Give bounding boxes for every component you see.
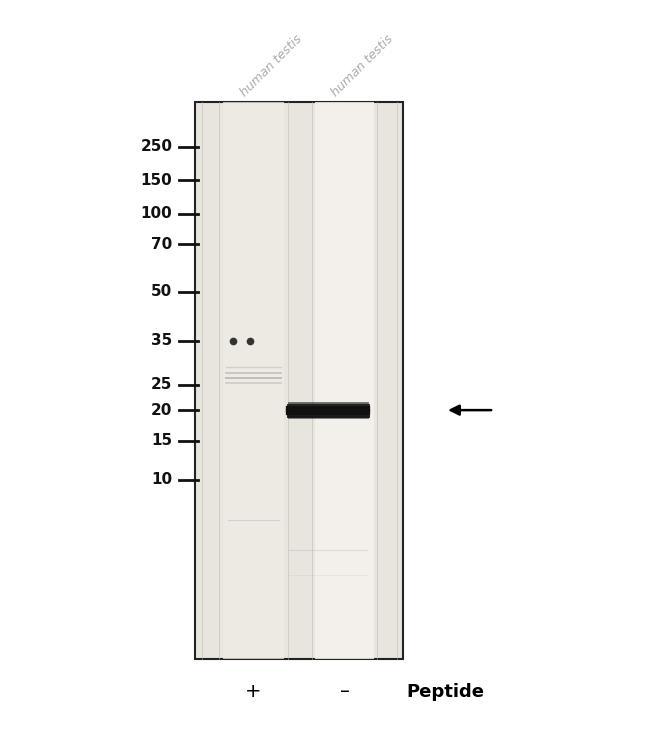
Text: 35: 35 (151, 333, 172, 348)
Text: 50: 50 (151, 284, 172, 299)
Text: human testis: human testis (329, 32, 396, 99)
Text: –: – (339, 682, 350, 701)
Text: 10: 10 (151, 472, 172, 488)
Bar (195, 102, 403, 659)
Text: 150: 150 (140, 173, 172, 188)
Text: human testis: human testis (238, 32, 305, 99)
Text: 25: 25 (151, 377, 172, 392)
Text: 250: 250 (140, 140, 172, 154)
Text: Peptide: Peptide (406, 683, 484, 701)
Text: 20: 20 (151, 403, 172, 418)
Bar (222, 102, 285, 659)
Text: 15: 15 (151, 433, 172, 448)
Text: 100: 100 (140, 206, 172, 221)
Bar (315, 102, 374, 659)
Text: 70: 70 (151, 237, 172, 252)
Text: +: + (245, 682, 262, 701)
